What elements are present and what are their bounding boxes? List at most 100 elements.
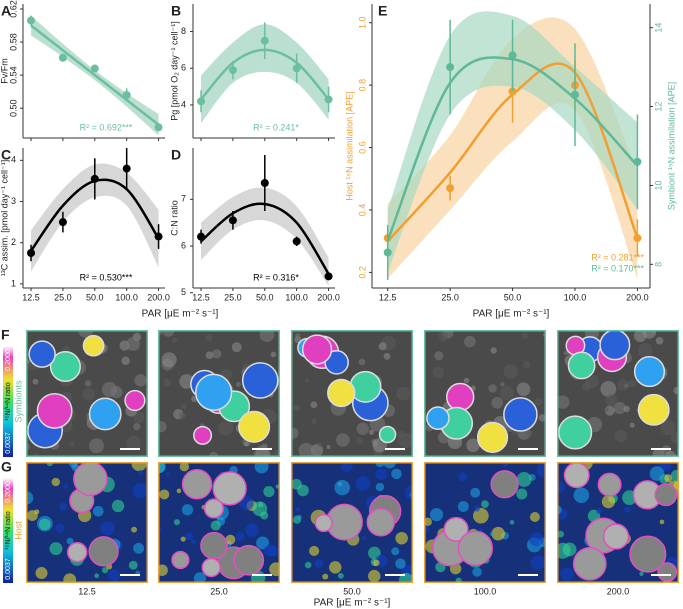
cell <box>457 530 494 566</box>
texture <box>670 469 679 482</box>
y-tick-label: 0.6 <box>357 141 367 154</box>
texture <box>491 526 505 541</box>
panel-letter: G <box>1 459 12 475</box>
annotation: R² = 0.316* <box>253 272 299 282</box>
cell <box>629 535 667 573</box>
cell <box>124 389 146 412</box>
cell <box>637 393 670 426</box>
texture <box>457 501 469 512</box>
y-tick-label: 0.54 <box>8 66 18 84</box>
panel-letter: E <box>378 3 387 19</box>
data-point <box>122 90 131 99</box>
texture <box>659 519 665 525</box>
texture <box>455 577 462 583</box>
texture <box>361 536 366 541</box>
texture <box>185 532 194 541</box>
x-tick-label: 200.0 <box>317 292 340 302</box>
y-axis-label: C:N ratio <box>169 200 179 236</box>
data-point <box>27 249 36 257</box>
texture <box>26 491 34 505</box>
texture <box>257 502 264 508</box>
x-tick-label: 100.0 <box>115 292 138 302</box>
texture <box>179 462 189 472</box>
texture <box>600 381 617 397</box>
data-point <box>90 174 99 183</box>
x-tick-label: 200.0 <box>147 292 170 302</box>
texture <box>368 569 381 583</box>
texture <box>383 352 391 360</box>
texture <box>639 571 644 576</box>
data-point <box>197 232 206 241</box>
texture <box>432 366 445 379</box>
texture <box>491 397 504 409</box>
texture <box>660 419 676 436</box>
texture <box>322 573 329 580</box>
texture <box>59 502 67 511</box>
cell <box>599 330 631 361</box>
texture <box>395 531 408 545</box>
texture <box>358 358 366 366</box>
texture <box>499 386 514 401</box>
x-tick-label: 50.0 <box>256 292 274 302</box>
texture <box>205 351 214 360</box>
texture <box>562 542 577 557</box>
cell <box>67 542 88 563</box>
texture <box>263 544 276 557</box>
data-point <box>383 248 392 257</box>
row-label: Symbionts <box>13 380 23 423</box>
data-point <box>570 90 579 99</box>
texture <box>35 566 48 580</box>
texture <box>181 504 194 516</box>
panel-letter: B <box>171 3 181 19</box>
texture <box>490 347 497 354</box>
texture <box>158 564 168 576</box>
texture <box>473 507 489 524</box>
texture <box>395 558 406 569</box>
x-tick-label: 100.0 <box>564 292 587 302</box>
cell <box>503 397 538 432</box>
texture <box>516 472 532 487</box>
texture <box>383 462 397 469</box>
texture <box>291 427 299 439</box>
texture <box>126 435 142 451</box>
texture <box>637 343 653 358</box>
texture <box>133 542 145 554</box>
tile-border <box>26 462 148 583</box>
y2-tick-label: 12 <box>653 102 663 112</box>
tile-border <box>424 330 546 457</box>
y-tick-label: 1.0 <box>357 16 367 29</box>
y-axis-label: Pg [pmol O₂ day⁻¹ cell⁻¹] <box>169 21 179 121</box>
texture <box>356 437 364 445</box>
x-tick-label: 12.5 <box>379 292 397 302</box>
tile-border <box>158 462 280 583</box>
texture <box>356 422 369 435</box>
panel-letter: A <box>1 3 11 19</box>
texture <box>26 510 38 522</box>
data-point <box>260 36 269 45</box>
y-tick-label: 3 <box>11 196 16 206</box>
image-tile <box>557 462 679 583</box>
tile-border <box>291 330 413 457</box>
texture <box>396 386 411 401</box>
texture <box>304 561 312 569</box>
data-point <box>197 97 206 106</box>
texture <box>373 559 380 567</box>
texture <box>304 378 310 383</box>
texture <box>489 531 495 536</box>
cell <box>88 397 122 431</box>
texture <box>500 382 505 387</box>
texture <box>173 519 181 526</box>
texture <box>88 438 104 454</box>
texture <box>404 485 413 500</box>
y-axis-label: ¹³C assim. [pmol day⁻¹ cell⁻¹] <box>0 160 9 277</box>
y2-tick-label: 8 <box>653 262 663 267</box>
image-tile <box>158 462 280 583</box>
texture <box>158 421 167 433</box>
y-tick-label: 7 <box>181 194 186 204</box>
cell <box>476 421 509 453</box>
texture <box>336 433 350 447</box>
texture <box>536 463 546 478</box>
texture <box>82 387 96 401</box>
